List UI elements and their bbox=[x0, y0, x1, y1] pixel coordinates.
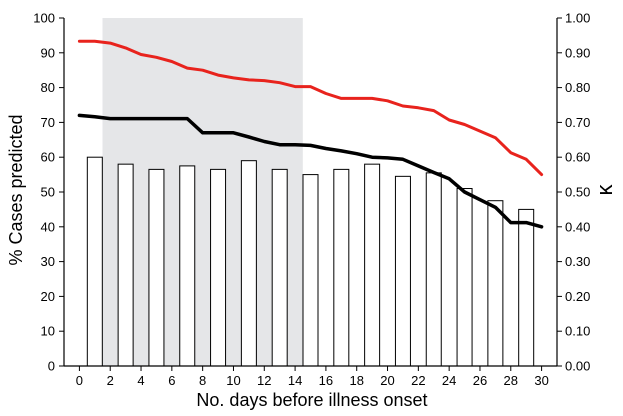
y2-tick-label: 0.70 bbox=[565, 115, 590, 130]
bar bbox=[210, 168, 227, 367]
bar bbox=[240, 160, 257, 367]
bar bbox=[364, 163, 381, 367]
x-tick-label: 22 bbox=[411, 373, 425, 388]
bar bbox=[425, 172, 442, 367]
x-tick-label: 26 bbox=[473, 373, 487, 388]
tick-labels-layer: 01020304050607080901000.000.100.200.300.… bbox=[33, 11, 590, 389]
y-tick-label: 20 bbox=[41, 289, 55, 304]
x-tick-label: 12 bbox=[257, 373, 271, 388]
y-tick-label: 100 bbox=[33, 11, 55, 26]
series-line-kappa bbox=[77, 113, 544, 229]
bar bbox=[271, 168, 288, 367]
shaded-region-layer bbox=[102, 18, 303, 366]
y2-tick-label: 0.90 bbox=[565, 45, 590, 60]
y-tick-label: 80 bbox=[41, 80, 55, 95]
x-tick-label: 14 bbox=[288, 373, 302, 388]
bar bbox=[487, 200, 504, 367]
y-tick-label: 0 bbox=[48, 359, 55, 374]
x-tick-label: 30 bbox=[534, 373, 548, 388]
x-tick-label: 2 bbox=[107, 373, 114, 388]
x-tick-label: 8 bbox=[199, 373, 206, 388]
y-tick-label: 70 bbox=[41, 115, 55, 130]
y2-tick-label: 0.50 bbox=[565, 185, 590, 200]
x-tick-label: 24 bbox=[442, 373, 456, 388]
series-line-cases-predicted bbox=[77, 39, 544, 177]
y2-tick-label: 0.10 bbox=[565, 324, 590, 339]
y-tick-label: 10 bbox=[41, 324, 55, 339]
x-tick-label: 16 bbox=[319, 373, 333, 388]
y-tick-label: 30 bbox=[41, 254, 55, 269]
bar bbox=[456, 188, 473, 367]
bar bbox=[394, 175, 411, 367]
x-tick-label: 20 bbox=[380, 373, 394, 388]
bar bbox=[117, 163, 134, 367]
y-tick-label: 90 bbox=[41, 45, 55, 60]
bar bbox=[302, 174, 319, 367]
y2-axis-title: κ bbox=[592, 184, 617, 196]
lines-layer bbox=[77, 39, 544, 229]
y2-tick-label: 0.80 bbox=[565, 80, 590, 95]
y-tick-label: 60 bbox=[41, 150, 55, 165]
x-tick-label: 18 bbox=[349, 373, 363, 388]
x-tick-label: 28 bbox=[504, 373, 518, 388]
bar bbox=[179, 165, 196, 367]
x-tick-label: 0 bbox=[76, 373, 83, 388]
y2-tick-label: 0.00 bbox=[565, 359, 590, 374]
y-tick-label: 50 bbox=[41, 185, 55, 200]
y2-tick-label: 1.00 bbox=[565, 11, 590, 26]
y2-tick-label: 0.30 bbox=[565, 254, 590, 269]
bars-layer bbox=[86, 156, 535, 367]
y2-tick-label: 0.40 bbox=[565, 219, 590, 234]
x-tick-label: 4 bbox=[137, 373, 144, 388]
y-axis-title: % Cases predicted bbox=[6, 114, 26, 265]
y2-tick-label: 0.60 bbox=[565, 150, 590, 165]
y-tick-label: 40 bbox=[41, 219, 55, 234]
x-tick-label: 6 bbox=[168, 373, 175, 388]
y2-tick-label: 0.20 bbox=[565, 289, 590, 304]
bar bbox=[86, 156, 103, 367]
bar bbox=[333, 168, 350, 367]
shaded-region bbox=[102, 18, 303, 366]
x-tick-label: 10 bbox=[226, 373, 240, 388]
bar bbox=[518, 208, 535, 367]
x-axis-title: No. days before illness onset bbox=[196, 390, 427, 410]
bar bbox=[148, 168, 165, 367]
axes-layer bbox=[59, 17, 562, 371]
